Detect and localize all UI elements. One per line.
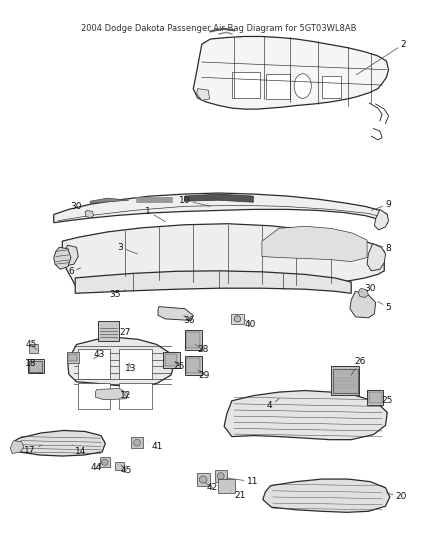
Polygon shape xyxy=(262,227,367,262)
Text: 18: 18 xyxy=(25,359,39,370)
Polygon shape xyxy=(263,479,390,512)
Bar xyxy=(218,479,235,493)
Text: 42: 42 xyxy=(205,483,218,492)
Polygon shape xyxy=(54,247,71,269)
Text: 5: 5 xyxy=(378,302,392,312)
Text: 35: 35 xyxy=(110,290,125,300)
Polygon shape xyxy=(358,288,368,297)
Text: 36: 36 xyxy=(183,316,195,325)
Polygon shape xyxy=(68,337,174,387)
Text: 28: 28 xyxy=(195,344,208,354)
Text: 30: 30 xyxy=(71,202,85,212)
Text: 45: 45 xyxy=(121,465,132,475)
Text: 4: 4 xyxy=(267,399,279,410)
Polygon shape xyxy=(95,389,128,400)
Polygon shape xyxy=(197,88,209,100)
Polygon shape xyxy=(224,391,387,440)
Polygon shape xyxy=(193,36,389,109)
Bar xyxy=(67,352,80,363)
Bar xyxy=(232,72,260,98)
Bar xyxy=(29,344,38,353)
Bar xyxy=(187,332,200,348)
Text: 11: 11 xyxy=(227,477,258,486)
Polygon shape xyxy=(75,271,351,293)
Bar xyxy=(120,383,152,409)
Text: 12: 12 xyxy=(120,391,131,400)
Bar xyxy=(100,457,110,467)
Polygon shape xyxy=(85,211,94,217)
Text: 21: 21 xyxy=(231,491,245,500)
Polygon shape xyxy=(14,431,105,456)
Text: 14: 14 xyxy=(72,445,86,456)
Bar xyxy=(78,383,110,409)
Text: 44: 44 xyxy=(91,462,102,472)
Ellipse shape xyxy=(234,316,240,322)
Polygon shape xyxy=(90,198,129,203)
Polygon shape xyxy=(64,245,78,265)
Text: 45: 45 xyxy=(25,340,37,350)
Bar xyxy=(115,462,124,470)
Bar xyxy=(185,330,202,350)
Text: 10: 10 xyxy=(179,196,210,206)
Text: 29: 29 xyxy=(198,370,210,379)
Text: 41: 41 xyxy=(148,442,162,451)
Ellipse shape xyxy=(217,473,224,479)
Text: 1: 1 xyxy=(145,207,166,222)
Polygon shape xyxy=(54,193,387,224)
Bar xyxy=(98,321,119,341)
Bar xyxy=(322,76,341,98)
Bar xyxy=(369,392,381,403)
Text: 27: 27 xyxy=(117,328,131,338)
Text: 26: 26 xyxy=(351,357,365,375)
Polygon shape xyxy=(62,224,384,286)
Text: 13: 13 xyxy=(125,363,137,373)
Polygon shape xyxy=(350,291,376,318)
Bar xyxy=(131,437,143,448)
Bar xyxy=(197,473,209,486)
Text: 8: 8 xyxy=(374,244,392,253)
Bar xyxy=(367,390,383,405)
Bar xyxy=(215,470,227,482)
Ellipse shape xyxy=(294,74,311,99)
Text: 40: 40 xyxy=(244,319,256,328)
Text: 6: 6 xyxy=(68,268,81,276)
Bar xyxy=(185,356,202,375)
Bar xyxy=(231,314,244,324)
Polygon shape xyxy=(185,194,253,202)
Bar xyxy=(120,349,152,379)
Polygon shape xyxy=(158,306,193,320)
Bar xyxy=(166,354,177,366)
Text: 3: 3 xyxy=(117,243,138,254)
Bar xyxy=(332,367,359,394)
Ellipse shape xyxy=(134,439,141,446)
Ellipse shape xyxy=(102,459,108,465)
Polygon shape xyxy=(374,209,389,230)
Text: 20: 20 xyxy=(386,492,407,502)
Polygon shape xyxy=(367,244,385,271)
Bar xyxy=(333,368,358,393)
Bar xyxy=(187,358,200,373)
Text: 17: 17 xyxy=(25,445,42,455)
Text: 2004 Dodge Dakota Passenger Air Bag Diagram for 5GT03WL8AB: 2004 Dodge Dakota Passenger Air Bag Diag… xyxy=(81,23,357,33)
Polygon shape xyxy=(11,441,24,454)
Ellipse shape xyxy=(199,476,207,483)
Text: 25: 25 xyxy=(379,396,393,405)
Text: 2: 2 xyxy=(357,39,406,75)
Text: 43: 43 xyxy=(94,350,106,359)
Bar xyxy=(29,361,42,372)
Text: 25: 25 xyxy=(174,361,185,371)
Bar xyxy=(28,359,44,373)
Bar xyxy=(78,349,110,379)
Text: 30: 30 xyxy=(361,284,376,293)
Bar xyxy=(68,354,78,361)
Text: 9: 9 xyxy=(371,200,392,211)
Bar xyxy=(266,74,290,99)
Bar xyxy=(163,352,180,368)
